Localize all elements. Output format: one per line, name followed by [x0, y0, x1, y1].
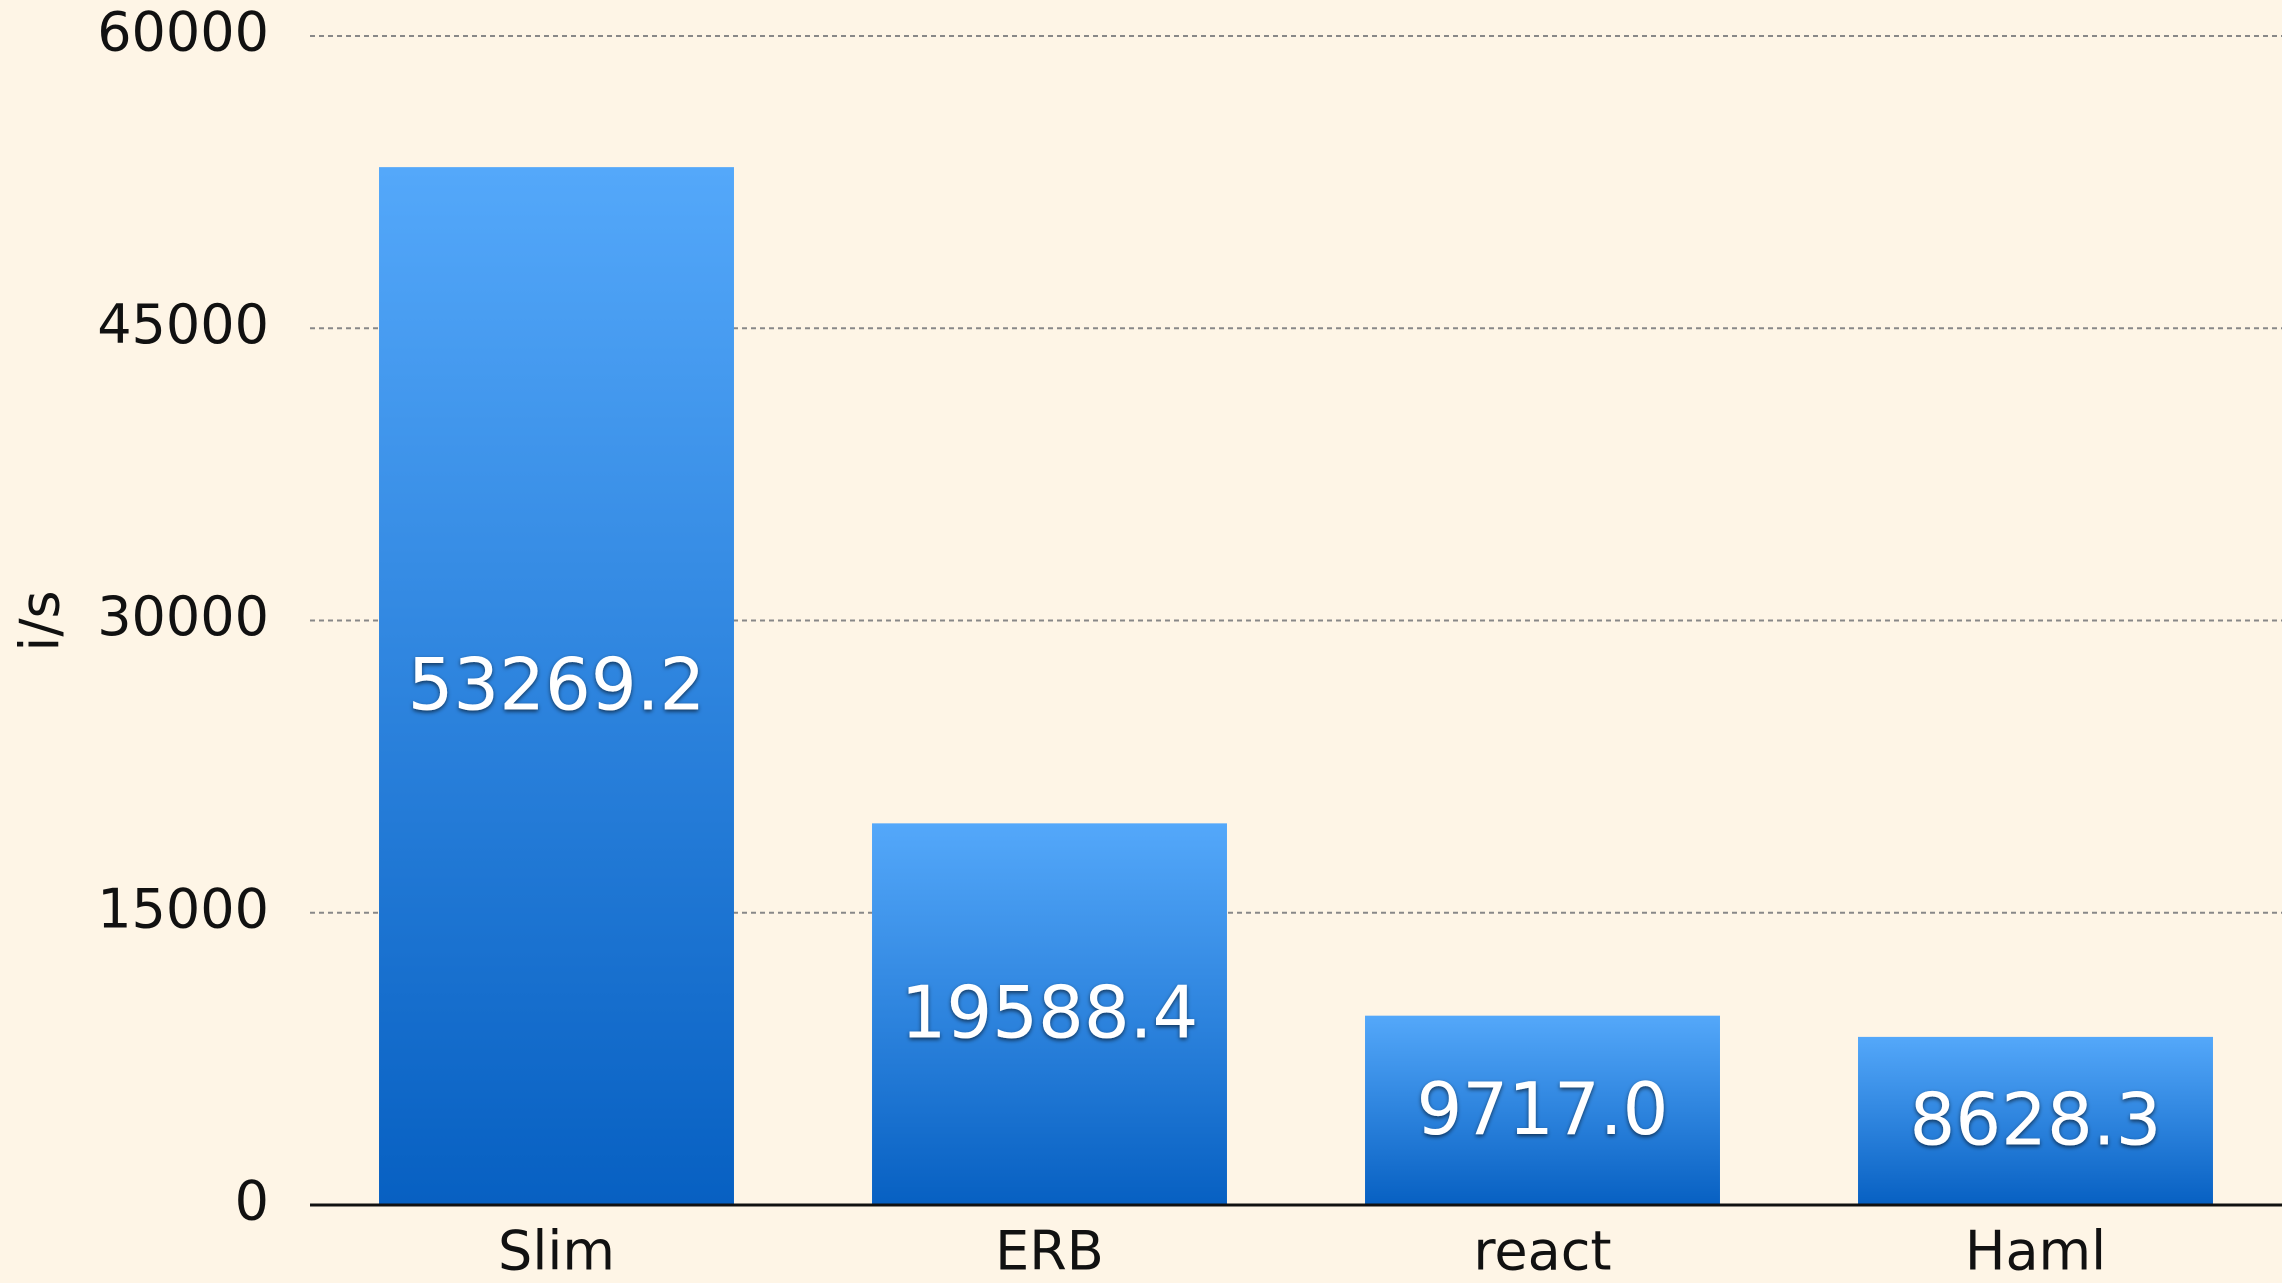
y-tick-label: 15000 — [97, 877, 269, 940]
x-tick-label: react — [1473, 1220, 1611, 1283]
y-tick-label: 60000 — [97, 1, 269, 64]
bar — [872, 823, 1227, 1205]
x-tick-label: ERB — [995, 1220, 1104, 1283]
x-tick-label: Haml — [1965, 1220, 2106, 1283]
value-label: 19588.4 — [901, 971, 1199, 1055]
value-label: 8628.3 — [1910, 1077, 2162, 1161]
x-tick-label: Slim — [498, 1220, 615, 1283]
y-tick-label: 30000 — [97, 585, 269, 648]
bar — [1858, 1036, 2213, 1205]
bar — [379, 167, 734, 1205]
y-tick-label: 0 — [235, 1170, 269, 1233]
bar — [1365, 1015, 1720, 1205]
y-axis-label: i/s — [9, 590, 72, 651]
y-tick-label: 45000 — [97, 293, 269, 356]
value-label: 9717.0 — [1417, 1067, 1669, 1151]
value-label: 53269.2 — [408, 643, 706, 727]
